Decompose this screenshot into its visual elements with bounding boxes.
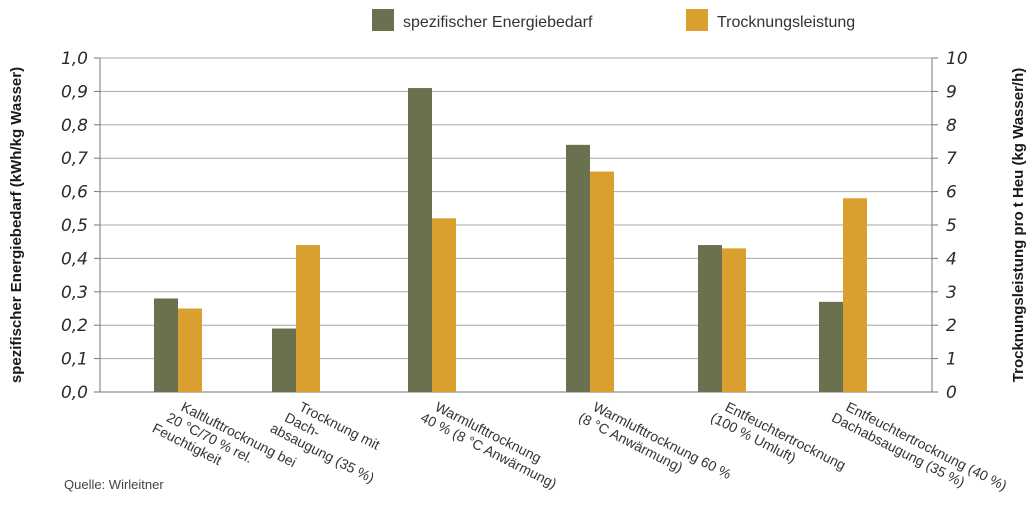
bar-trocknungsleistung: [722, 248, 746, 392]
bar-trocknungsleistung: [590, 171, 614, 392]
bar-trocknungsleistung: [432, 218, 456, 392]
bar-energiebedarf: [154, 298, 178, 392]
right-axis-title: Trocknungsleistung pro t Heu (kg Wasser/…: [1010, 68, 1027, 382]
left-axis-title: spezifischer Energiebedarf (kWh/kg Wasse…: [8, 67, 25, 383]
bar-energiebedarf: [819, 301, 843, 392]
right-tick-label: 2: [946, 316, 957, 336]
category-label: Trocknung mitDach-absaugung (35 %): [268, 391, 392, 486]
right-tick-label: 1: [946, 350, 957, 370]
bar-trocknungsleistung: [843, 198, 867, 392]
right-tick-label: 4: [946, 249, 957, 269]
legend-label-trocknungsleistung: Trocknungsleistung: [717, 14, 855, 31]
left-tick-label: 0,4: [61, 249, 88, 269]
right-tick-label: 0: [946, 383, 957, 403]
left-tick-label: 0,9: [61, 82, 88, 102]
bar-energiebedarf: [272, 328, 296, 392]
left-tick-label: 0,2: [61, 316, 88, 336]
left-tick-label: 0,6: [61, 183, 88, 203]
category-label: Entfeuchtertrocknung (40 %)Dachabsaugung…: [829, 395, 1009, 508]
left-tick-label: 0,5: [61, 216, 88, 236]
bar-trocknungsleistung: [296, 245, 320, 392]
left-tick-label: 0,7: [61, 149, 88, 169]
category-label-line: Entfeuchtertrocknung (40 %): [844, 398, 1010, 493]
right-tick-label: 7: [946, 149, 957, 169]
bar-energiebedarf: [408, 88, 432, 392]
right-tick-label: 6: [946, 183, 957, 203]
right-tick-label: 5: [946, 216, 957, 236]
bar-energiebedarf: [698, 245, 722, 392]
legend-label-energiebedarf: spezifischer Energiebedarf: [403, 14, 593, 31]
left-tick-label: 0,8: [61, 116, 88, 136]
legend-swatch-energiebedarf: [372, 9, 394, 31]
right-tick-label: 9: [946, 82, 957, 102]
bar-trocknungsleistung: [178, 308, 202, 392]
bar-energiebedarf: [566, 144, 590, 392]
right-tick-label: 10: [946, 49, 968, 69]
right-tick-label: 3: [946, 283, 957, 303]
legend-swatch-trocknungsleistung: [686, 9, 708, 31]
source-note: Quelle: Wirleitner: [64, 477, 164, 492]
category-label: Warmlufttrocknung40 % (8 °C Anwärmung): [418, 395, 566, 492]
left-tick-label: 0,3: [61, 283, 88, 303]
left-tick-label: 1,0: [61, 49, 88, 69]
left-tick-label: 0,0: [61, 383, 88, 403]
left-tick-label: 0,1: [61, 350, 88, 370]
category-label: Kaltlufttrocknung bei20 °C/70 % rel.Feuc…: [150, 391, 299, 499]
category-label: Warmlufttrocknung 60 %(8 °C Anwärmung): [576, 395, 734, 496]
right-tick-label: 8: [946, 116, 957, 136]
